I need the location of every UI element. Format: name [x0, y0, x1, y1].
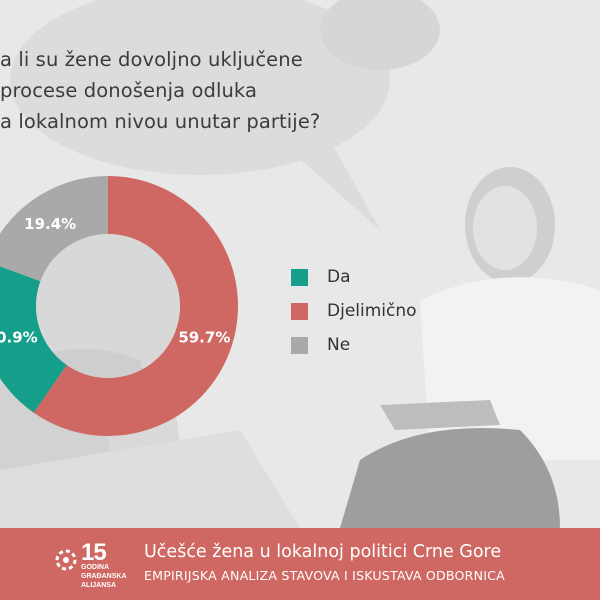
footer-subtitle: EMPIRIJSKA ANALIZA STAVOVA I ISKUSTAVA O… — [144, 568, 505, 583]
chart-legend: Da Djelimično Ne — [291, 260, 417, 362]
donut-label-da: 20.9% — [0, 328, 38, 346]
legend-item-ne: Ne — [291, 328, 417, 362]
question-text: a li su žene dovoljno uključene procese … — [0, 44, 360, 137]
donut-slice-ne — [0, 176, 108, 282]
donut-label-djelimično: 59.7% — [178, 328, 230, 346]
question-line-3: a lokalnom nivou unutar partije? — [0, 110, 321, 133]
legend-item-da: Da — [291, 260, 417, 294]
question-line-2: procese donošenja odluka — [0, 79, 258, 102]
logo-text-godina: GODINA — [81, 564, 109, 571]
legend-swatch-ne — [291, 336, 308, 354]
logo-number: 15 — [81, 539, 107, 566]
logo-text-gradjanska: GRAĐANSKA — [81, 573, 127, 580]
legend-swatch-djelimicno — [291, 302, 308, 320]
footer-title: Učešće žena u lokalnoj politici Crne Gor… — [144, 542, 502, 562]
donut-label-ne: 19.4% — [24, 215, 76, 233]
footer-banner — [0, 528, 600, 600]
legend-label-ne: Ne — [327, 335, 351, 355]
legend-swatch-da — [291, 268, 308, 286]
question-line-1: a li su žene dovoljno uključene — [0, 48, 303, 71]
logo-text: GODINA GRAĐANSKA ALIJANSA — [81, 563, 127, 590]
legend-item-djelimicno: Djelimično — [291, 294, 417, 328]
donut-slice-da — [0, 266, 67, 413]
donut-slice-djelimično — [33, 176, 238, 436]
legend-label-djelimicno: Djelimično — [327, 301, 417, 321]
legend-label-da: Da — [327, 267, 351, 287]
donut-hole — [36, 234, 180, 378]
gradjanska-alijansa-logo-icon — [55, 549, 77, 571]
logo-text-alijansa: ALIJANSA — [81, 582, 117, 589]
